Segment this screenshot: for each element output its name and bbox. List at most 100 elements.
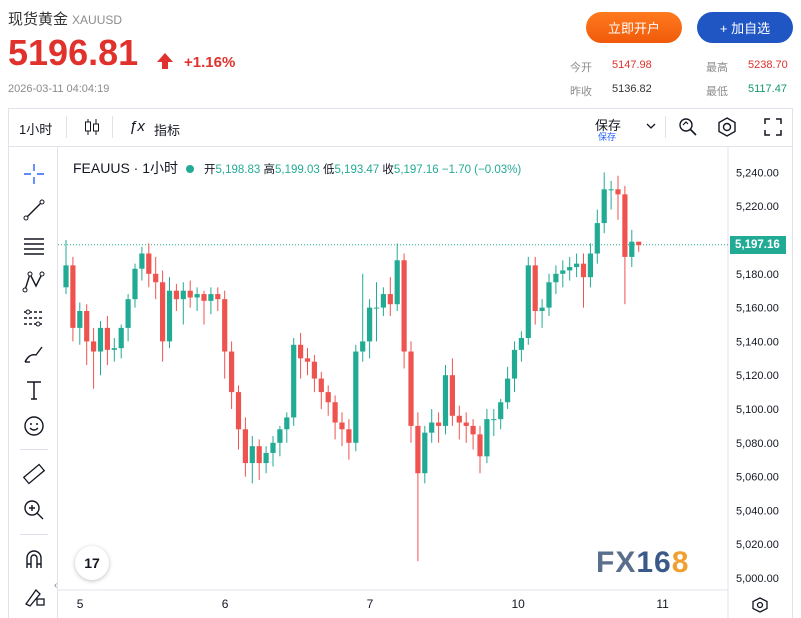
- candles-icon[interactable]: [83, 117, 101, 137]
- y-tick-label: 5,100.00: [736, 404, 779, 416]
- candle-body: [346, 429, 352, 443]
- candle-body: [229, 351, 235, 393]
- add-watchlist-button[interactable]: + 加自选: [697, 12, 793, 43]
- candle-body: [615, 189, 621, 195]
- candle-body: [587, 253, 593, 278]
- toolbar-separator: [66, 116, 67, 138]
- watermark-part: FX: [596, 546, 637, 579]
- candle-body: [187, 290, 193, 298]
- magnet-icon[interactable]: [22, 547, 46, 571]
- candle-body: [546, 282, 552, 308]
- candle-body: [104, 327, 110, 350]
- candle-body: [415, 425, 421, 474]
- up-arrow-icon: [157, 53, 173, 62]
- legend-symbol: FEAUUS · 1小时: [73, 160, 179, 176]
- instrument-symbol: XAUUSD: [72, 13, 123, 27]
- save-button[interactable]: 保存: [595, 118, 622, 133]
- candle-body: [511, 349, 518, 379]
- candle-body: [91, 341, 97, 352]
- y-tick-label: 5,080.00: [736, 438, 779, 450]
- candle-body: [629, 241, 635, 257]
- legend-open: 5,198.83: [215, 164, 261, 176]
- pattern-icon[interactable]: [22, 270, 46, 294]
- forecast-icon[interactable]: [22, 306, 46, 330]
- candle-body: [304, 358, 311, 362]
- candle-body: [111, 348, 117, 350]
- stat-value: 5136.82: [612, 83, 652, 95]
- time-settings-icon[interactable]: [750, 596, 770, 614]
- indicators-button[interactable]: 指标: [154, 123, 181, 138]
- chevron-down-icon[interactable]: [645, 121, 657, 131]
- candle-body: [298, 344, 304, 359]
- y-tick-label: 5,120.00: [736, 370, 779, 382]
- candle-body: [518, 338, 524, 350]
- candle-body: [249, 446, 255, 464]
- candle-body: [325, 392, 331, 403]
- candle-body: [208, 294, 214, 301]
- candle-body: [332, 402, 338, 423]
- settings-icon[interactable]: [716, 116, 738, 138]
- quick-search-icon[interactable]: [677, 116, 699, 138]
- candle-body: [408, 351, 414, 426]
- crosshair-icon[interactable]: [22, 162, 46, 186]
- candle-body: [132, 268, 138, 300]
- candle-body: [256, 446, 262, 464]
- tool-separator: [20, 534, 48, 535]
- ruler-icon[interactable]: [22, 462, 46, 486]
- chart-legend: FEAUUS · 1小时 开5,198.83 高5,199.03 低5,193.4…: [73, 158, 521, 178]
- candle-body: [436, 422, 442, 426]
- candle-body: [125, 299, 131, 328]
- y-tick-label: 5,160.00: [736, 303, 779, 315]
- tradingview-logo-icon[interactable]: 17: [75, 546, 109, 580]
- x-tick-label: 10: [512, 597, 526, 611]
- open-account-button[interactable]: 立即开户: [586, 12, 682, 43]
- candle-body: [477, 434, 483, 457]
- instrument-title: 现货黄金 XAUUSD: [8, 8, 122, 29]
- quote-timestamp: 2026-03-11 04:04:19: [8, 83, 110, 95]
- candle-body: [449, 375, 455, 416]
- stat-high: 最高 5238.70: [706, 59, 788, 75]
- candle-body: [601, 189, 607, 224]
- stat-prev-close: 昨收 5136.82: [570, 83, 652, 99]
- legend-low: 5,193.47: [334, 164, 380, 176]
- candle-body: [525, 265, 531, 339]
- candle-body: [284, 417, 290, 430]
- candle-body: [429, 422, 435, 433]
- candle-body: [580, 263, 587, 278]
- x-tick-label: 5: [77, 597, 84, 611]
- candle-body: [63, 265, 69, 288]
- candle-body: [201, 294, 207, 301]
- save-sub-label: 保存: [598, 132, 617, 142]
- candle-body: [160, 282, 166, 342]
- candle-body: [442, 375, 449, 426]
- legend-high-label: 高: [263, 164, 275, 176]
- candle-body: [484, 419, 490, 457]
- collapse-toolbar-icon[interactable]: ‹: [54, 580, 58, 591]
- candle-body: [553, 273, 559, 283]
- text-icon[interactable]: [22, 378, 46, 402]
- fib-icon[interactable]: [22, 234, 46, 258]
- candle-body: [505, 378, 511, 403]
- zoom-in-icon[interactable]: [22, 498, 46, 522]
- lock-draw-icon[interactable]: [22, 584, 46, 608]
- candle-body: [353, 351, 359, 443]
- fullscreen-icon[interactable]: [762, 116, 784, 138]
- brush-icon[interactable]: [22, 342, 46, 366]
- candle-body: [608, 189, 614, 191]
- trendline-icon[interactable]: [22, 198, 46, 222]
- y-tick-label: 5,180.00: [736, 269, 779, 281]
- toolbar-separator: [112, 116, 113, 138]
- candle-body: [636, 241, 642, 246]
- y-tick-label: 5,060.00: [736, 472, 779, 484]
- interval-selector[interactable]: 1小时: [19, 122, 53, 137]
- stat-label: 最高: [706, 62, 728, 74]
- legend-low-label: 低: [322, 164, 335, 176]
- y-tick-label: 5,220.00: [736, 201, 779, 213]
- candle-body: [360, 341, 366, 352]
- emoji-icon[interactable]: [22, 414, 46, 438]
- candle-body: [146, 253, 152, 274]
- candle-body: [166, 290, 173, 342]
- toolbar-divider: [9, 146, 792, 147]
- candle-body: [470, 425, 476, 435]
- up-arrow-stem: [162, 61, 168, 69]
